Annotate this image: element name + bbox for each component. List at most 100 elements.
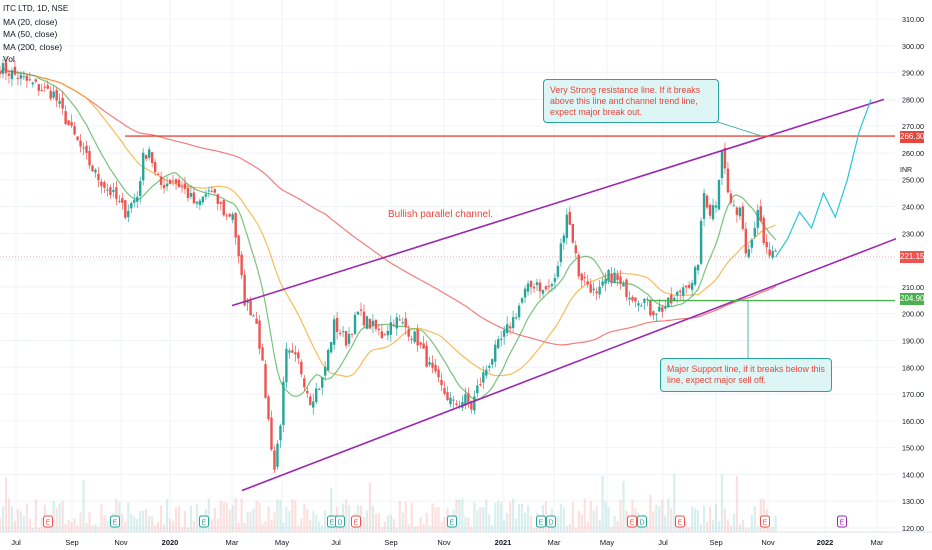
candle-body: [583, 276, 586, 279]
volume-bar: [273, 511, 276, 532]
volume-bar: [768, 527, 771, 532]
volume-bar: [103, 515, 106, 532]
volume-bar: [315, 514, 318, 532]
candle-body: [19, 74, 23, 79]
volume-bar: [133, 516, 136, 532]
volume-bar: [494, 502, 497, 532]
volume-bar: [85, 522, 88, 532]
candle-body: [282, 381, 285, 426]
volume-bar: [189, 505, 193, 532]
candle-body: [747, 249, 751, 257]
volume-bar: [34, 499, 37, 532]
volume-bar: [386, 515, 389, 532]
volume-bar: [443, 517, 446, 532]
volume-bar: [249, 511, 252, 532]
volume-bar: [186, 527, 190, 532]
earnings-marker-box: [837, 515, 847, 528]
volume-bar: [419, 517, 422, 532]
earnings-marker-box: [110, 515, 120, 528]
legend-ma20[interactable]: MA (20, close): [3, 16, 58, 27]
candle-body: [619, 276, 622, 284]
volume-bar: [491, 524, 494, 532]
volume-bar: [395, 527, 398, 532]
candle-body: [535, 282, 539, 286]
volume-bar: [515, 518, 518, 532]
candle-body: [500, 338, 503, 340]
candle-body: [309, 396, 312, 406]
candle-body: [321, 377, 324, 388]
earnings-marker-box: [637, 515, 647, 528]
earnings-marker: E: [675, 515, 685, 528]
volume-bar: [136, 519, 139, 532]
candle-body: [344, 330, 348, 346]
candle-body: [303, 378, 306, 388]
candle-body: [505, 324, 509, 333]
candle-body: [693, 267, 697, 285]
volume-bar: [756, 526, 759, 532]
volume-bar: [195, 504, 198, 532]
legend-vol[interactable]: Vol: [3, 54, 15, 64]
earnings-marker-box: [536, 515, 546, 528]
volume-bar: [389, 514, 392, 532]
volume-bar: [518, 504, 521, 532]
time-tick-label: May: [600, 538, 614, 547]
volume-bar: [667, 498, 670, 532]
candle-body: [681, 287, 685, 296]
candle-body: [604, 279, 607, 284]
candle-body: [371, 320, 375, 326]
earnings-marker: E: [199, 515, 209, 528]
candle-body: [768, 249, 771, 256]
candle-body: [765, 241, 768, 248]
candle-body: [673, 297, 676, 301]
time-tick-label: Jul: [658, 538, 668, 547]
candle-body: [652, 311, 655, 316]
candle-body: [240, 254, 243, 276]
volume-bar: [73, 518, 76, 532]
volume-bar: [688, 527, 691, 532]
price-tick-label: 180.00: [902, 363, 924, 372]
volume-bar: [652, 511, 655, 532]
price-tick-label: 160.00: [902, 417, 924, 426]
earnings-marker: E: [627, 515, 637, 528]
legend-ma200[interactable]: MA (200, close): [3, 41, 63, 52]
candle-body: [762, 217, 765, 243]
candle-body: [753, 228, 756, 237]
volume-bar: [661, 499, 664, 532]
candle-body: [264, 364, 267, 398]
volume-bar: [392, 519, 395, 532]
candle-body: [425, 345, 428, 367]
volume-bar: [115, 498, 118, 532]
volume-bar: [512, 498, 515, 532]
candle-body: [452, 399, 455, 401]
time-tick-label: 2021: [495, 538, 512, 547]
candle-body: [550, 284, 554, 287]
symbol-title[interactable]: ITC LTD, 1D, NSE: [3, 4, 69, 13]
candle-body: [100, 181, 103, 187]
legend-ma50[interactable]: MA (50, close): [3, 29, 58, 39]
volume-bar: [664, 515, 667, 532]
volume-bar: [574, 527, 577, 532]
candle-body: [147, 149, 151, 158]
volume-bar: [350, 527, 354, 532]
volume-bar: [160, 505, 163, 532]
candle-body: [234, 213, 237, 238]
support-callout[interactable]: Major Support line, if it breaks below t…: [660, 358, 832, 392]
resistance-callout[interactable]: Very Strong resistance line. If it break…: [543, 79, 719, 124]
volume-bar: [488, 514, 491, 532]
volume-bar: [622, 480, 625, 532]
volume-bar: [762, 498, 765, 532]
volume-bar: [610, 526, 613, 532]
candle-body: [714, 205, 718, 208]
candle-body: [464, 394, 467, 406]
candle-body: [589, 284, 592, 293]
volume-bar: [711, 519, 715, 532]
candle-body: [473, 396, 476, 411]
volume-bar: [655, 504, 658, 532]
volume-bar: [520, 503, 524, 532]
earnings-marker-letter: E: [202, 520, 207, 527]
price-tick-label: 300.00: [902, 42, 924, 51]
candle-body: [201, 196, 205, 203]
candle-body: [124, 200, 127, 218]
ma-20-polyline: [0, 67, 777, 400]
